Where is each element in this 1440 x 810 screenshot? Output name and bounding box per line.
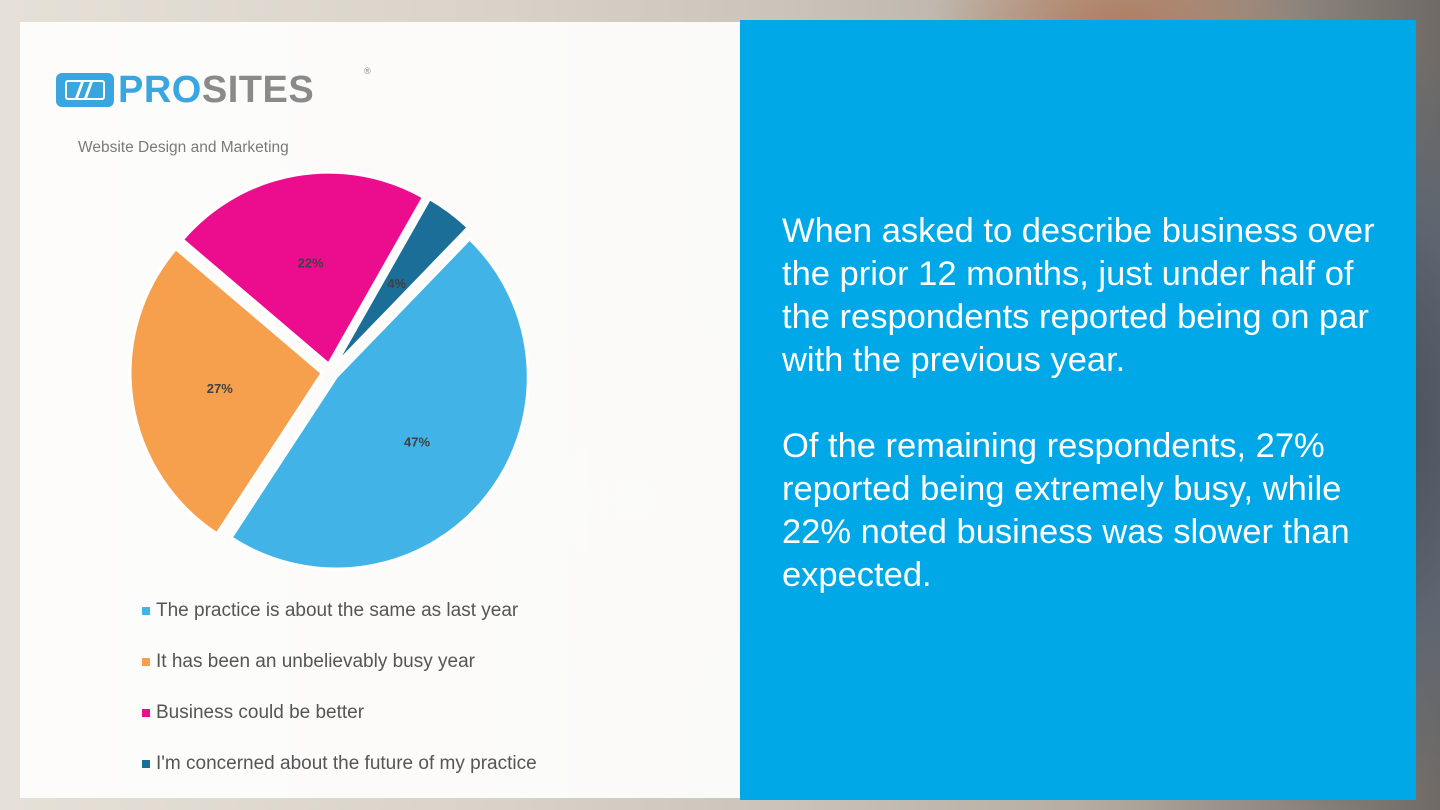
registered-mark: ® [364, 66, 371, 76]
legend-label-0: The practice is about the same as last y… [156, 600, 519, 621]
summary-text: When asked to describe business over the… [782, 210, 1392, 640]
legend-label-1: It has been an unbelievably busy year [156, 651, 475, 672]
monitor-icon [56, 73, 114, 107]
pie-label-0: 47% [404, 434, 430, 449]
pie-slice-1 [128, 246, 325, 536]
legend-swatch-0 [142, 607, 150, 615]
pie-slice-3 [333, 196, 471, 367]
pie-slice-2 [180, 170, 426, 367]
pie-chart: 47% 27% 22% 4% [128, 170, 530, 571]
summary-paragraph-1: When asked to describe business over the… [782, 212, 1375, 379]
logo-word-sites: SITES [201, 69, 315, 111]
summary-paragraph-2: Of the remaining respondents, 27% report… [782, 427, 1350, 594]
pie-label-1: 27% [207, 381, 233, 396]
legend-swatch-2 [142, 709, 150, 717]
chart-panel: PROSITES ® Website Design and Marketing … [20, 22, 740, 798]
logo-wordmark: PROSITES [118, 68, 314, 112]
legend-label-2: Business could be better [156, 702, 365, 723]
legend-label-3: I'm concerned about the future of my pra… [156, 753, 537, 774]
pie-label-3: 4% [387, 276, 406, 291]
logo-tagline: Website Design and Marketing [78, 139, 289, 156]
pie-slice-0 [229, 236, 530, 571]
logo-word-pro: PRO [118, 69, 202, 111]
legend-swatch-1 [142, 658, 150, 666]
text-panel: When asked to describe business over the… [740, 20, 1416, 800]
legend-swatch-3 [142, 760, 150, 768]
pie-label-2: 22% [298, 255, 324, 270]
